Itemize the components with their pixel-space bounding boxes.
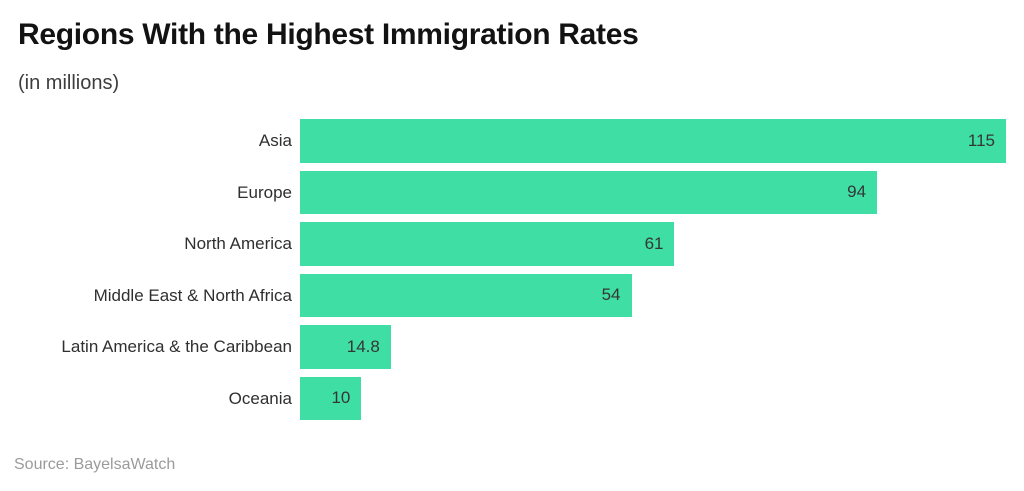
value-label: 10 [331, 388, 351, 408]
bar: 61 [300, 222, 675, 266]
bar-row: Middle East & North Africa 54 [0, 273, 1006, 317]
bar-row: Asia 115 [0, 119, 1006, 163]
value-label: 14.8 [346, 336, 380, 356]
bar: 10 [300, 376, 362, 420]
value-label: 61 [644, 233, 664, 253]
bar: 54 [300, 273, 632, 317]
category-label: Europe [237, 182, 292, 202]
bar-track: 10 [300, 376, 1006, 420]
category-label: Asia [258, 131, 292, 150]
value-label: 115 [967, 130, 995, 150]
chart-title: Regions With the Highest Immigration Rat… [18, 18, 639, 51]
bar-row: Europe 94 [0, 170, 1006, 214]
bar-row: North America 61 [0, 222, 1006, 266]
bar-track: 54 [300, 273, 1006, 317]
bar: 115 [300, 119, 1006, 163]
bar-track: 61 [300, 222, 1006, 266]
category-label: Latin America & the Caribbean [61, 337, 292, 356]
category-label: Middle East & North Africa [93, 285, 292, 305]
bar-track: 94 [300, 170, 1006, 214]
source-credit: Source: BayelsaWatch [14, 456, 176, 473]
bar-row: Oceania 10 [0, 376, 1006, 420]
value-label: 54 [601, 285, 621, 305]
bar: 14.8 [300, 325, 391, 369]
bar-track: 14.8 [300, 325, 1006, 369]
bar-row: Latin America & the Caribbean 14.8 [0, 325, 1006, 369]
bar-track: 115 [300, 119, 1006, 163]
bar: 94 [300, 170, 878, 214]
value-label: 94 [847, 182, 867, 202]
chart-subtitle: (in millions) [18, 72, 120, 94]
bar-chart: Asia 115 Europe 94 North America 61 Middle Eas… [0, 119, 1006, 420]
category-label: North America [184, 234, 292, 253]
category-label: Oceania [228, 388, 292, 408]
